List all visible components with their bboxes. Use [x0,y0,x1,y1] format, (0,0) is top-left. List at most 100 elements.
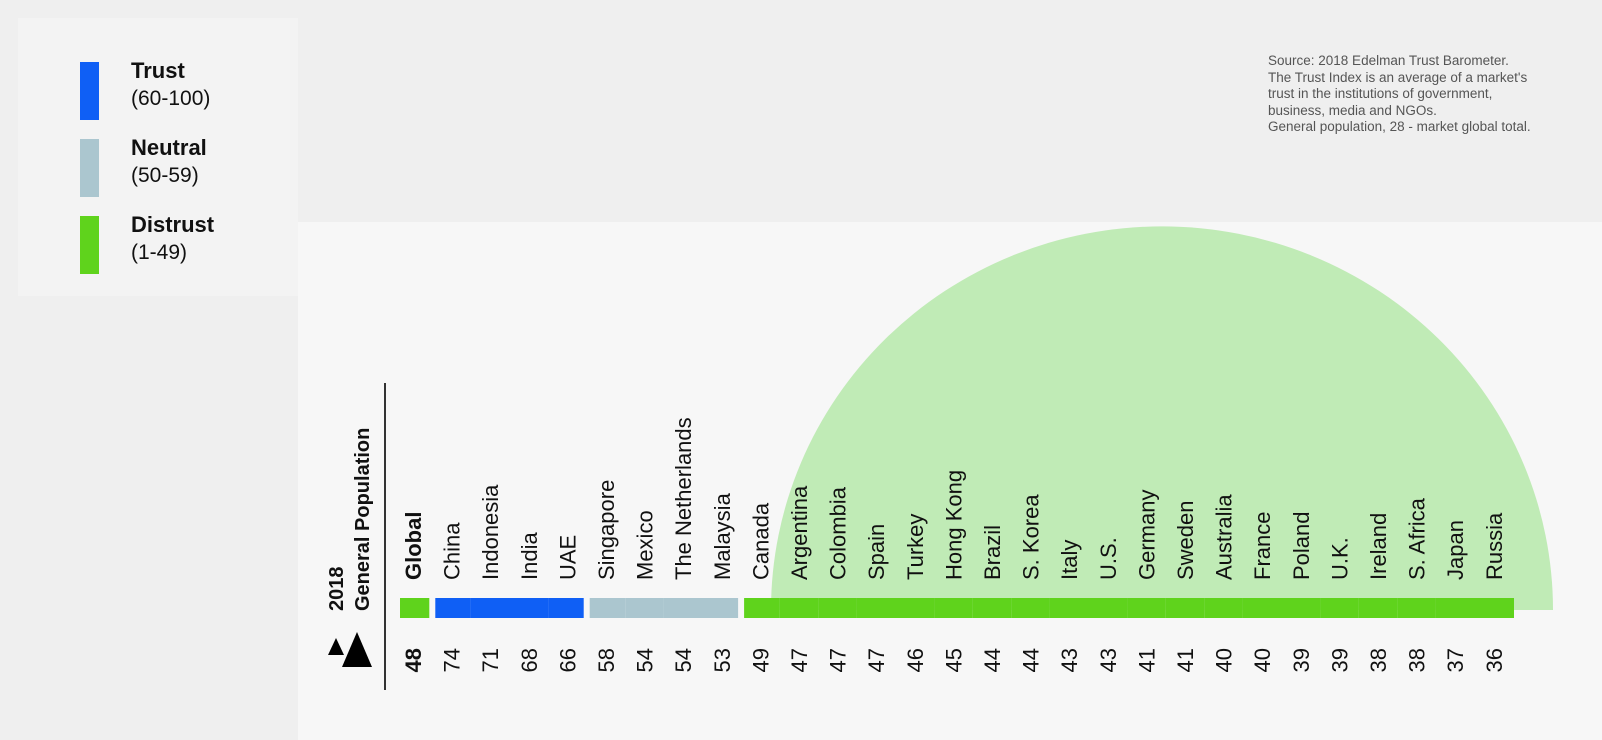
country-label: Japan [1443,520,1468,580]
legend-name-neutral: Neutral [131,135,207,160]
bar-mexico [625,598,664,618]
value-label: 40 [1212,648,1237,672]
bar-india [509,598,549,618]
country-label: Poland [1289,511,1314,580]
bar-singapore [589,598,626,618]
value-label: 44 [980,648,1005,672]
bar-poland [1281,598,1321,618]
country-label: Sweden [1173,500,1198,580]
bar-global [400,598,430,618]
bar-uae [548,598,584,618]
bar-indonesia [470,598,510,618]
bar-germany [1127,598,1166,618]
bar-ireland [1358,598,1398,618]
value-label: 47 [787,648,812,672]
legend-swatch-distrust [80,216,99,274]
value-label: 47 [864,648,889,672]
country-label: India [517,532,542,580]
source-line: General population, 28 - market global t… [1268,119,1531,134]
value-label: 49 [748,648,773,672]
value-label: 53 [710,648,735,672]
bar-spain [856,598,896,618]
country-label: Mexico [633,510,658,580]
value-label: 58 [594,648,619,672]
bar-brazil [972,598,1012,618]
legend-swatch-neutral [80,139,99,197]
country-label: U.S. [1096,537,1121,580]
country-label: Russia [1482,512,1507,580]
bar-italy [1049,598,1089,618]
value-label: 45 [941,648,966,672]
value-label: 38 [1405,648,1430,672]
country-label: Ireland [1366,513,1391,580]
value-label: 54 [671,648,696,672]
legend-range-trust: (60-100) [131,87,211,110]
country-label: Singapore [594,480,619,580]
value-label: 41 [1134,648,1159,672]
value-label: 47 [826,648,851,672]
country-label: Global [401,512,426,580]
country-label: Spain [864,524,889,580]
country-label: The Netherlands [671,417,696,580]
value-label: 68 [517,648,542,672]
bar-the-netherlands [663,598,703,618]
bar-hong-kong [934,598,973,618]
country-label: Turkey [903,514,928,580]
country-label: Germany [1134,490,1159,580]
bar-china [435,598,471,618]
bar-argentina [779,598,819,618]
source-note: Source: 2018 Edelman Trust Barometer. Th… [1268,53,1594,136]
value-label: 40 [1250,648,1275,672]
value-label: 48 [401,648,426,672]
bar-canada [744,598,780,618]
bar-s-korea [1011,598,1050,618]
legend-range-distrust: (1-49) [131,241,188,264]
bar-russia [1474,598,1514,618]
bar-u-s- [1088,598,1128,618]
value-label: 36 [1482,648,1507,672]
country-labels: Global China Indonesia India UAE Singapore Mex… [401,417,1507,580]
value-label: 39 [1327,648,1352,672]
bar-u-k- [1320,598,1359,618]
value-label: 38 [1366,648,1391,672]
source-line: The Trust Index is an average of a marke… [1268,69,1528,85]
country-label: Malaysia [710,492,735,580]
legend-panel [18,18,298,296]
value-label: 66 [555,648,580,672]
triangle-large-icon [342,632,372,667]
bar-segments [400,598,1514,618]
value-label: 37 [1443,648,1468,672]
country-label: China [440,522,465,580]
value-label: 39 [1289,648,1314,672]
distrust-dome [771,226,1553,610]
legend-name-trust: Trust [131,58,185,83]
country-label: France [1250,512,1275,580]
value-label: 46 [903,648,928,672]
value-label: 44 [1019,648,1044,672]
country-label: U.K. [1327,537,1352,580]
legend-swatch-trust [80,62,99,120]
value-label: 43 [1057,648,1082,672]
value-label: 41 [1173,648,1198,672]
source-line: Source: 2018 Edelman Trust Barometer. [1268,53,1509,68]
country-label: UAE [555,535,580,580]
bar-malaysia [702,598,739,618]
value-label: 54 [633,648,658,672]
bar-france [1242,598,1282,618]
bar-turkey [895,598,935,618]
bar-sweden [1165,598,1205,618]
value-labels: 48 74 71 68 66 58 54 54 53 49 47 47 47 46 45 44 44 43 43 41… [401,648,1507,672]
country-label: Argentina [787,485,812,580]
triangle-small-icon [328,638,344,655]
country-label: S. Korea [1019,494,1044,580]
legend-range-neutral: (50-59) [131,164,199,187]
bar-japan [1435,598,1475,618]
country-label: Canada [748,502,773,580]
axis-label-population: General Population [352,428,374,611]
country-label: Brazil [980,525,1005,580]
country-label: Australia [1212,494,1237,580]
bar-australia [1204,598,1243,618]
country-label: Colombia [826,486,851,580]
source-line: trust in the institutions of government, [1268,86,1493,101]
